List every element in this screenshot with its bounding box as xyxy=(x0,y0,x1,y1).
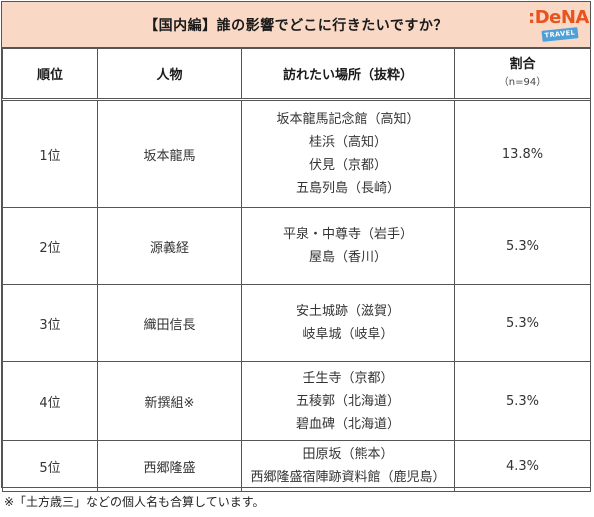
table-row: 4位 新撰組※ 壬生寺（京都） 五稜郭（北海道） 碧血碑（北海道） 5.3% xyxy=(2,361,591,441)
place-item: 碧血碑（北海道） xyxy=(295,416,400,432)
person-cell: 源義経 xyxy=(97,207,242,285)
place-item: 田原坂（熊本） xyxy=(302,447,394,462)
place-item: 岐阜城（岐阜） xyxy=(302,327,394,342)
rank-cell: 4位 xyxy=(2,361,98,441)
ratio-cell: 4.3% xyxy=(454,440,591,492)
person-cell: 新撰組※ xyxy=(97,361,242,441)
footnote: ※「土方歳三」などの個人名も合算しています。 xyxy=(4,495,265,509)
logo-tagline: TRAVEL xyxy=(541,27,579,42)
place-item: 西郷隆盛宿陣跡資料館（鹿児島） xyxy=(250,470,446,485)
table-row: 3位 織田信長 安土城跡（滋賀） 岐阜城（岐阜） 5.3% xyxy=(2,284,591,362)
rank-cell: 2位 xyxy=(2,207,98,285)
dena-travel-logo: :DeNA TRAVEL xyxy=(528,7,589,43)
places-cell: 安土城跡（滋賀） 岐阜城（岐阜） xyxy=(241,284,455,362)
place-item: 平泉・中尊寺（岩手） xyxy=(282,227,413,242)
table-row: 2位 源義経 平泉・中尊寺（岩手） 屋島（香川） 5.3% xyxy=(2,207,591,285)
place-item: 伏見（京都） xyxy=(308,158,387,173)
header-rank: 順位 xyxy=(2,48,98,101)
table-row: 5位 西郷隆盛 田原坂（熊本） 西郷隆盛宿陣跡資料館（鹿児島） 4.3% xyxy=(2,440,591,492)
rank-cell: 3位 xyxy=(2,284,98,362)
table-title: 【国内編】誰の影響でどこに行きたいですか？ xyxy=(144,17,448,34)
header-person: 人物 xyxy=(97,48,242,101)
survey-table-frame: 【国内編】誰の影響でどこに行きたいですか？ :DeNA TRAVEL 順位 人物… xyxy=(1,1,591,492)
ratio-cell: 5.3% xyxy=(454,207,591,285)
ranking-table: 順位 人物 訪れたい場所（抜粋） 割合 （n=94） 1位 坂本龍馬 坂本龍馬記念館… xyxy=(2,48,591,492)
title-bar: 【国内編】誰の影響でどこに行きたいですか？ xyxy=(2,2,590,48)
places-cell: 坂本龍馬記念館（高知） 桂浜（高知） 伏見（京都） 五島列島（長崎） xyxy=(241,99,455,208)
places-cell: 平泉・中尊寺（岩手） 屋島（香川） xyxy=(241,207,455,285)
place-item: 五稜郭（北海道） xyxy=(295,393,400,409)
place-item: 屋島（香川） xyxy=(308,250,387,265)
header-row: 順位 人物 訪れたい場所（抜粋） 割合 （n=94） xyxy=(2,48,591,101)
person-cell: 坂本龍馬 xyxy=(97,99,242,208)
header-ratio: 割合 （n=94） xyxy=(454,48,591,101)
ratio-cell: 5.3% xyxy=(454,284,591,362)
place-item: 坂本龍馬記念館（高知） xyxy=(276,112,420,127)
place-item: 桂浜（高知） xyxy=(308,135,387,150)
place-item: 五島列島（長崎） xyxy=(295,181,400,196)
rank-cell: 5位 xyxy=(2,440,98,492)
table-row: 1位 坂本龍馬 坂本龍馬記念館（高知） 桂浜（高知） 伏見（京都） 五島列島（長崎） 13.… xyxy=(2,99,591,208)
header-ratio-label: 割合 xyxy=(509,56,536,72)
person-cell: 西郷隆盛 xyxy=(97,440,242,492)
rank-cell: 1位 xyxy=(2,99,98,208)
place-item: 壬生寺（京都） xyxy=(302,370,394,386)
header-places: 訪れたい場所（抜粋） xyxy=(241,48,455,101)
logo-wordmark: :DeNA xyxy=(528,7,589,28)
header-ratio-sample: （n=94） xyxy=(498,76,547,88)
place-item: 安土城跡（滋賀） xyxy=(295,304,400,319)
places-cell: 壬生寺（京都） 五稜郭（北海道） 碧血碑（北海道） xyxy=(241,361,455,441)
places-cell: 田原坂（熊本） 西郷隆盛宿陣跡資料館（鹿児島） xyxy=(241,440,455,492)
ratio-cell: 13.8% xyxy=(454,99,591,208)
ratio-cell: 5.3% xyxy=(454,361,591,441)
person-cell: 織田信長 xyxy=(97,284,242,362)
